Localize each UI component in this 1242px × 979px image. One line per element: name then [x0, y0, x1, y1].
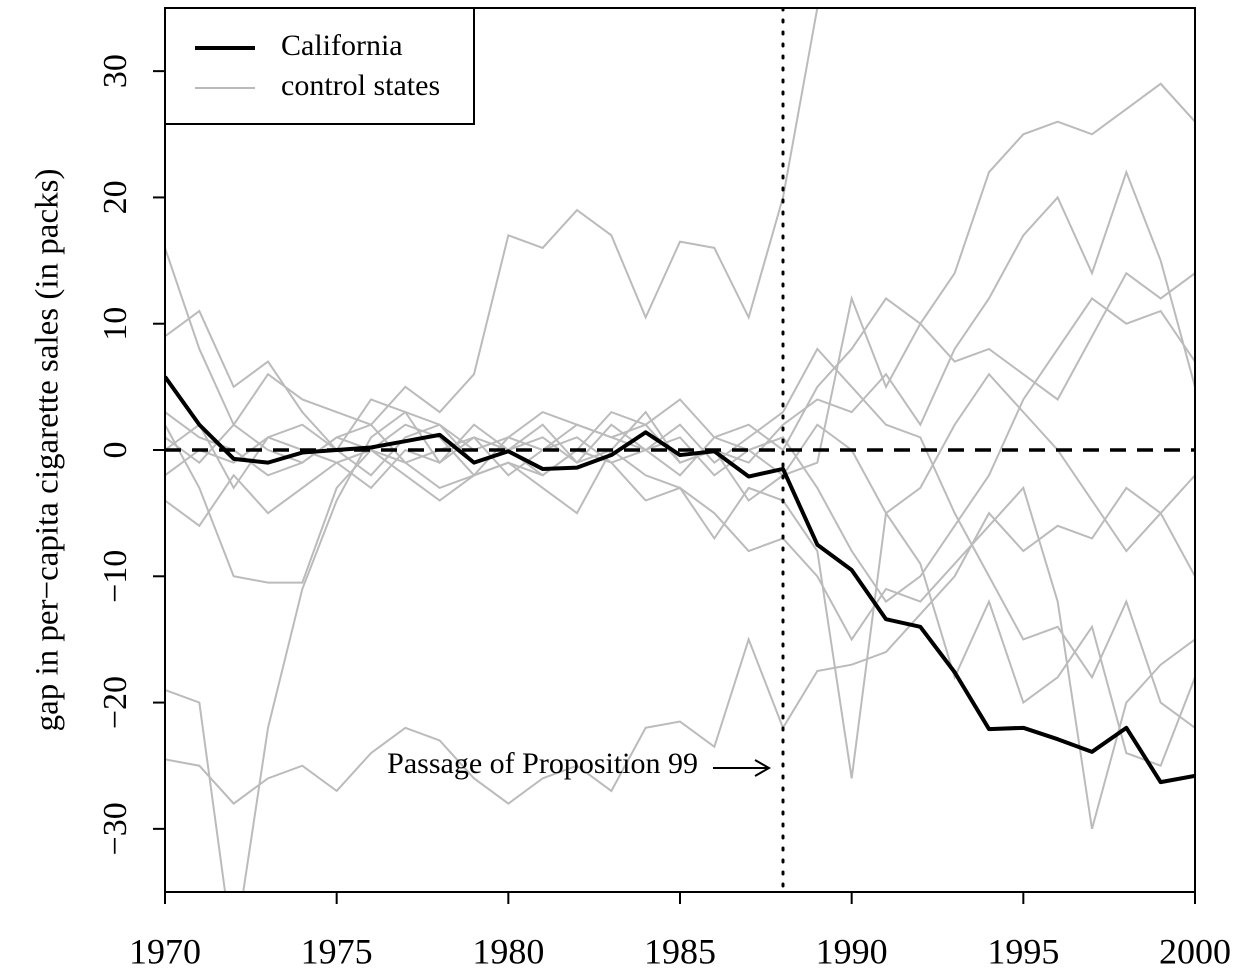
- california-line: [165, 375, 1195, 785]
- y-tick-label: −20: [97, 676, 134, 729]
- x-tick-label: 1985: [644, 931, 716, 971]
- legend-box: [164, 7, 475, 125]
- annotation: Passage of Proposition 99: [387, 747, 698, 780]
- y-tick-label: 10: [97, 307, 134, 341]
- legend-label: California: [281, 29, 403, 62]
- y-tick-label: −30: [97, 802, 134, 855]
- x-tick-label: 1970: [129, 931, 201, 971]
- control-line: [165, 8, 819, 427]
- y-tick-label: 30: [97, 54, 134, 88]
- x-tick-label: 1975: [301, 931, 373, 971]
- control-line: [165, 82, 1195, 452]
- x-tick-label: 1990: [816, 931, 888, 971]
- plot-area: [165, 8, 1195, 892]
- control-line: [165, 169, 1195, 490]
- y-tick-label: 20: [97, 180, 134, 214]
- annotation-arrow: [713, 759, 772, 777]
- y-axis-label: gap in per−capita cigarette sales (in pa…: [30, 169, 66, 732]
- x-tick-label: 2000: [1159, 931, 1231, 971]
- y-tick-label: −10: [97, 550, 134, 603]
- control-line: [165, 372, 1195, 577]
- y-tick-label: 0: [97, 442, 134, 459]
- control-line: [165, 474, 1195, 805]
- x-tick-label: 1995: [987, 931, 1059, 971]
- control-line: [165, 448, 1195, 779]
- legend-label: control states: [281, 69, 440, 102]
- x-tick-label: 1980: [472, 931, 544, 971]
